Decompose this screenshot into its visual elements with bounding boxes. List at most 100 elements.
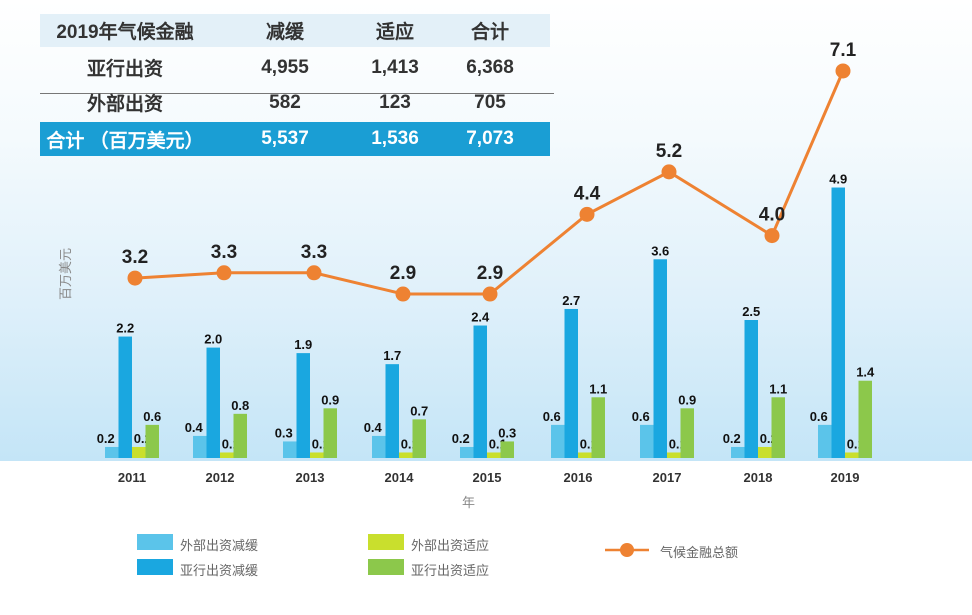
bar bbox=[233, 413, 247, 458]
bar bbox=[731, 446, 745, 458]
bar bbox=[310, 452, 324, 458]
bar bbox=[399, 452, 413, 458]
table-row-adb: 亚行出资 4,955 1,413 6,368 bbox=[40, 51, 550, 84]
table-divider bbox=[40, 93, 554, 94]
line-value-label: 3.3 bbox=[301, 242, 327, 263]
line-point bbox=[395, 286, 411, 302]
legend-label: 亚行出资减缓 bbox=[180, 564, 259, 579]
legend-label: 气候金融总额 bbox=[660, 546, 739, 561]
table-header-cell: 减缓 bbox=[265, 22, 304, 43]
bar-value-label: 0.6 bbox=[543, 409, 561, 424]
bar bbox=[412, 419, 426, 458]
x-tick-label: 2018 bbox=[744, 470, 773, 485]
legend-label: 外部出资减缓 bbox=[180, 539, 259, 554]
bar bbox=[473, 325, 487, 458]
line-value-label: 2.9 bbox=[390, 263, 416, 284]
bar bbox=[858, 380, 872, 458]
bar-value-label: 2.4 bbox=[471, 310, 490, 325]
line-point bbox=[482, 286, 498, 302]
y-axis-label: 百万美元 bbox=[59, 247, 74, 300]
bar bbox=[385, 364, 399, 458]
line-point bbox=[216, 265, 232, 281]
legend-label: 外部出资适应 bbox=[411, 539, 490, 554]
x-axis-label: 年 bbox=[462, 496, 476, 511]
bar bbox=[653, 259, 667, 458]
x-tick-label: 2012 bbox=[206, 470, 235, 485]
bar-value-label: 1.9 bbox=[294, 337, 312, 352]
bar-value-label: 0.2 bbox=[97, 431, 115, 446]
bar-value-label: 2.0 bbox=[204, 332, 222, 347]
row-label: 合计 （百万美元） bbox=[46, 130, 204, 152]
bar-value-label: 1.1 bbox=[769, 381, 787, 396]
x-tick-label: 2019 bbox=[831, 470, 860, 485]
table-header-cell: 适应 bbox=[375, 22, 414, 43]
bar bbox=[591, 397, 605, 458]
bar-value-label: 0.4 bbox=[364, 420, 383, 435]
bar-value-label: 3.6 bbox=[651, 243, 669, 258]
bar-value-label: 0.6 bbox=[143, 409, 161, 424]
line-point bbox=[127, 270, 143, 286]
bar bbox=[487, 452, 501, 458]
bar bbox=[105, 446, 119, 458]
row-label: 外部出资 bbox=[86, 94, 163, 115]
x-tick-label: 2015 bbox=[473, 470, 502, 485]
bar bbox=[118, 336, 132, 458]
bar bbox=[564, 308, 578, 458]
table-header-cell: 2019年气候金融 bbox=[56, 22, 194, 43]
cell-value: 6,368 bbox=[466, 56, 514, 78]
bar bbox=[680, 408, 694, 458]
bar-value-label: 2.7 bbox=[562, 293, 580, 308]
bar bbox=[372, 435, 386, 458]
bar bbox=[818, 424, 832, 458]
bar-value-label: 4.9 bbox=[829, 172, 847, 187]
cell-value: 7,073 bbox=[466, 128, 514, 149]
line-point bbox=[306, 265, 322, 281]
table-row-total: 合计 （百万美元） 5,537 1,536 7,073 bbox=[40, 122, 550, 156]
row-label: 亚行出资 bbox=[86, 59, 163, 80]
bar-value-label: 0.8 bbox=[231, 398, 249, 413]
table-header-row: 2019年气候金融 减缓 适应 合计 bbox=[40, 14, 550, 47]
line-value-label: 4.4 bbox=[574, 183, 601, 204]
bar-value-label: 0.7 bbox=[410, 403, 428, 418]
x-tick-label: 2017 bbox=[653, 470, 682, 485]
bar-value-label: 2.2 bbox=[116, 321, 134, 336]
bar bbox=[145, 424, 159, 458]
bar bbox=[323, 408, 337, 458]
cell-value: 1,536 bbox=[371, 128, 419, 149]
bar-value-label: 1.7 bbox=[383, 348, 401, 363]
bar-value-label: 0.3 bbox=[498, 425, 516, 440]
legend-swatch-external-mitigation bbox=[137, 534, 173, 550]
line-value-label: 4.0 bbox=[759, 205, 785, 226]
bar bbox=[460, 446, 474, 458]
bar bbox=[578, 452, 592, 458]
cell-value: 5,537 bbox=[261, 128, 309, 149]
legend-swatch-adb-mitigation bbox=[137, 559, 173, 575]
x-tick-label: 2016 bbox=[564, 470, 593, 485]
x-tick-label: 2013 bbox=[296, 470, 325, 485]
line-point bbox=[579, 206, 595, 222]
bar bbox=[283, 441, 297, 458]
line-value-label: 2.9 bbox=[477, 263, 503, 284]
line-value-label: 7.1 bbox=[830, 40, 857, 61]
line-point bbox=[764, 228, 780, 244]
x-tick-label: 2014 bbox=[385, 470, 415, 485]
x-axis-baseline bbox=[0, 458, 972, 461]
line-point bbox=[661, 164, 677, 180]
bar bbox=[758, 446, 772, 458]
bar-value-label: 2.5 bbox=[742, 304, 760, 319]
bar-value-label: 1.1 bbox=[589, 381, 607, 396]
cell-value: 123 bbox=[379, 91, 411, 113]
cell-value: 705 bbox=[474, 91, 506, 113]
bar bbox=[667, 452, 681, 458]
bar-value-label: 0.4 bbox=[185, 420, 204, 435]
line-value-label: 3.3 bbox=[211, 242, 237, 263]
bar bbox=[220, 452, 234, 458]
bar-value-label: 0.2 bbox=[452, 431, 470, 446]
cell-value: 4,955 bbox=[261, 56, 309, 78]
bar bbox=[845, 452, 859, 458]
bar-value-label: 0.6 bbox=[810, 409, 828, 424]
cell-value: 1,413 bbox=[371, 56, 419, 78]
line-point bbox=[835, 63, 851, 79]
bar bbox=[831, 187, 845, 458]
